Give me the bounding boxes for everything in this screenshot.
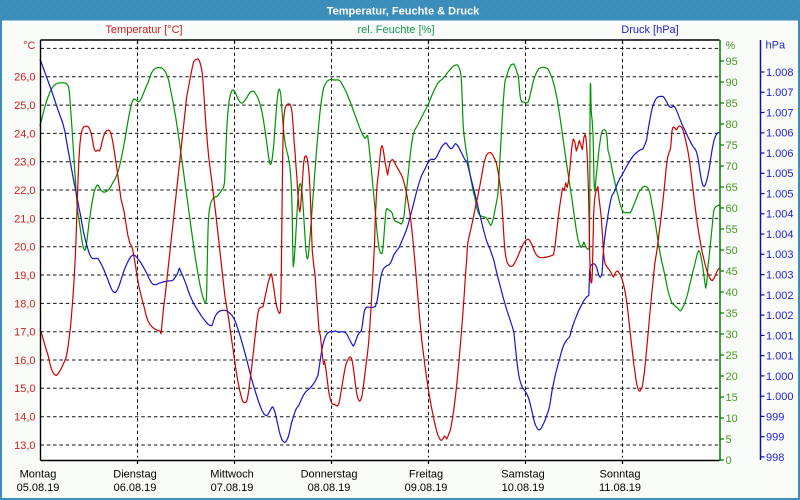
svg-text:23,0: 23,0 bbox=[14, 157, 35, 169]
svg-text:1.006: 1.006 bbox=[766, 148, 794, 160]
svg-text:999: 999 bbox=[766, 411, 784, 423]
svg-text:rel. Feuchte [%]: rel. Feuchte [%] bbox=[357, 24, 434, 36]
svg-text:Samstag: Samstag bbox=[501, 469, 544, 481]
svg-text:1.001: 1.001 bbox=[766, 351, 794, 363]
svg-text:14,0: 14,0 bbox=[14, 412, 35, 424]
svg-text:07.08.19: 07.08.19 bbox=[211, 482, 254, 494]
svg-text:09.08.19: 09.08.19 bbox=[405, 482, 448, 494]
svg-text:80: 80 bbox=[726, 119, 738, 131]
svg-text:26,0: 26,0 bbox=[14, 72, 35, 84]
svg-text:Druck [hPa]: Druck [hPa] bbox=[621, 24, 678, 36]
svg-text:65: 65 bbox=[726, 182, 738, 194]
svg-text:1.002: 1.002 bbox=[766, 290, 794, 302]
svg-text:°C: °C bbox=[23, 40, 35, 52]
svg-text:Temperatur, Feuchte & Druck: Temperatur, Feuchte & Druck bbox=[327, 6, 480, 18]
svg-text:1.000: 1.000 bbox=[766, 391, 794, 403]
svg-text:1.005: 1.005 bbox=[766, 189, 794, 201]
svg-text:0: 0 bbox=[726, 455, 732, 467]
svg-text:1.007: 1.007 bbox=[766, 87, 794, 99]
svg-text:1.002: 1.002 bbox=[766, 310, 794, 322]
svg-text:13,0: 13,0 bbox=[14, 440, 35, 452]
svg-text:Temperatur [°C]: Temperatur [°C] bbox=[105, 24, 182, 36]
svg-text:999: 999 bbox=[766, 432, 784, 444]
svg-text:%: % bbox=[726, 40, 736, 52]
svg-text:Montag: Montag bbox=[20, 469, 57, 481]
svg-text:21,0: 21,0 bbox=[14, 213, 35, 225]
svg-text:60: 60 bbox=[726, 203, 738, 215]
svg-text:18,0: 18,0 bbox=[14, 298, 35, 310]
svg-text:11.08.19: 11.08.19 bbox=[599, 482, 641, 494]
svg-text:1.003: 1.003 bbox=[766, 249, 794, 261]
svg-text:1.008: 1.008 bbox=[766, 67, 794, 79]
svg-text:10.08.19: 10.08.19 bbox=[502, 482, 545, 494]
svg-text:5: 5 bbox=[726, 434, 732, 446]
svg-text:1.007: 1.007 bbox=[766, 107, 794, 119]
svg-text:40: 40 bbox=[726, 287, 738, 299]
svg-text:90: 90 bbox=[726, 77, 738, 89]
svg-text:Donnerstag: Donnerstag bbox=[301, 469, 358, 481]
svg-text:Freitag: Freitag bbox=[409, 469, 443, 481]
svg-text:55: 55 bbox=[726, 224, 738, 236]
svg-text:hPa: hPa bbox=[766, 40, 786, 52]
svg-text:17,0: 17,0 bbox=[14, 327, 35, 339]
svg-text:1.000: 1.000 bbox=[766, 371, 794, 383]
svg-text:70: 70 bbox=[726, 161, 738, 173]
svg-text:16,0: 16,0 bbox=[14, 355, 35, 367]
svg-text:Mittwoch: Mittwoch bbox=[210, 469, 253, 481]
svg-text:35: 35 bbox=[726, 308, 738, 320]
svg-text:06.08.19: 06.08.19 bbox=[114, 482, 157, 494]
svg-text:20: 20 bbox=[726, 371, 738, 383]
svg-text:25,0: 25,0 bbox=[14, 100, 35, 112]
svg-text:1.004: 1.004 bbox=[766, 229, 794, 241]
svg-text:50: 50 bbox=[726, 245, 738, 257]
svg-text:10: 10 bbox=[726, 413, 738, 425]
svg-text:15,0: 15,0 bbox=[14, 383, 35, 395]
svg-text:95: 95 bbox=[726, 56, 738, 68]
svg-text:19,0: 19,0 bbox=[14, 270, 35, 282]
svg-text:1.006: 1.006 bbox=[766, 128, 794, 140]
svg-text:998: 998 bbox=[766, 452, 784, 464]
svg-text:05.08.19: 05.08.19 bbox=[17, 482, 60, 494]
svg-text:1.004: 1.004 bbox=[766, 209, 794, 221]
svg-text:1.005: 1.005 bbox=[766, 168, 794, 180]
svg-text:85: 85 bbox=[726, 98, 738, 110]
svg-text:22,0: 22,0 bbox=[14, 185, 35, 197]
svg-text:30: 30 bbox=[726, 329, 738, 341]
svg-text:24,0: 24,0 bbox=[14, 128, 35, 140]
svg-text:Dienstag: Dienstag bbox=[113, 469, 156, 481]
svg-text:75: 75 bbox=[726, 140, 738, 152]
svg-text:1.003: 1.003 bbox=[766, 270, 794, 282]
svg-text:45: 45 bbox=[726, 266, 738, 278]
svg-text:15: 15 bbox=[726, 392, 738, 404]
svg-text:08.08.19: 08.08.19 bbox=[308, 482, 351, 494]
svg-text:25: 25 bbox=[726, 350, 738, 362]
svg-text:Sonntag: Sonntag bbox=[600, 469, 641, 481]
svg-text:20,0: 20,0 bbox=[14, 242, 35, 254]
svg-text:1.001: 1.001 bbox=[766, 330, 794, 342]
